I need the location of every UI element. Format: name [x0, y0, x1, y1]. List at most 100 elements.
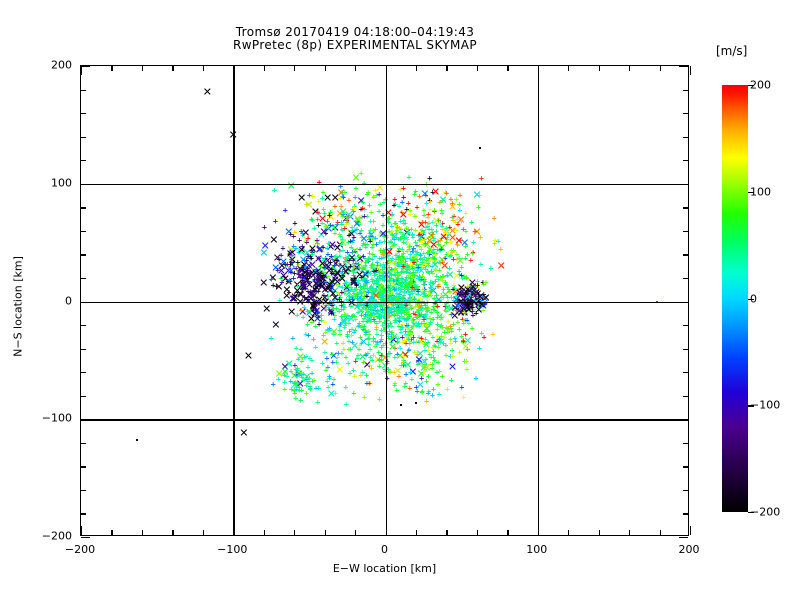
data-marker-cross: ✕	[474, 292, 484, 306]
data-marker-plus: +	[394, 311, 400, 320]
data-marker-plus: +	[346, 292, 353, 301]
data-marker-plus: +	[377, 200, 384, 209]
data-marker-plus: +	[379, 268, 385, 277]
data-marker-plus: +	[437, 219, 444, 228]
data-marker-plus: +	[443, 224, 450, 233]
data-marker-cross: ✕	[304, 306, 314, 320]
data-marker-plus: +	[409, 284, 416, 293]
data-marker-plus: +	[319, 219, 325, 228]
data-marker-plus: +	[445, 285, 452, 294]
y-tick	[81, 207, 86, 209]
data-marker-plus: +	[321, 209, 328, 218]
data-marker-plus: +	[391, 285, 398, 294]
data-marker-plus: +	[369, 289, 376, 297]
data-marker-plus: +	[360, 317, 367, 326]
data-marker-plus: +	[412, 238, 419, 247]
data-marker-plus: +	[417, 311, 424, 320]
data-marker-plus: +	[417, 311, 423, 320]
data-marker-plus: +	[369, 235, 376, 244]
data-marker-plus: +	[470, 238, 477, 247]
data-marker-plus: +	[312, 322, 319, 331]
x-tick-label: 100	[526, 543, 548, 556]
data-marker-plus: +	[413, 241, 420, 250]
data-marker-cross: ✕	[464, 303, 474, 317]
data-marker-plus: +	[407, 254, 413, 263]
data-marker-plus: +	[350, 263, 357, 272]
data-marker-plus: +	[331, 202, 338, 211]
data-marker-plus: +	[462, 209, 469, 217]
data-marker-cross: ✕	[277, 259, 287, 273]
x-tick	[568, 530, 570, 535]
data-marker-plus: +	[400, 358, 406, 367]
data-marker-plus: +	[393, 284, 400, 293]
y-tick	[683, 395, 688, 397]
data-marker-plus: +	[364, 317, 371, 326]
data-marker-plus: +	[367, 302, 374, 311]
data-marker-plus: +	[487, 264, 494, 273]
data-marker-cross: ✕	[369, 263, 379, 277]
data-marker-cross: ✕	[415, 347, 425, 361]
data-marker-cross: ✕	[353, 214, 363, 228]
data-marker-plus: +	[353, 323, 359, 332]
data-marker-cross: ✕	[327, 296, 337, 310]
y-tick	[81, 537, 90, 539]
data-marker-plus: +	[372, 286, 379, 295]
data-marker-plus: +	[388, 238, 395, 247]
data-marker-plus: +	[288, 385, 295, 394]
data-marker-plus: +	[444, 324, 451, 333]
data-marker-plus: +	[351, 204, 358, 213]
data-marker-plus: +	[434, 380, 441, 389]
data-marker-plus: +	[452, 292, 459, 301]
data-marker-plus: +	[344, 311, 351, 320]
data-marker-plus: +	[420, 312, 427, 321]
data-marker-plus: +	[404, 285, 411, 294]
data-marker-plus: +	[439, 272, 446, 281]
data-marker-cross: ✕	[457, 297, 467, 311]
data-marker-plus: +	[460, 316, 467, 325]
data-marker-cross: ✕	[304, 278, 314, 292]
data-marker-plus: +	[370, 351, 377, 360]
data-marker-plus: +	[365, 335, 372, 344]
data-marker-plus: +	[321, 264, 328, 273]
data-marker-plus: +	[437, 236, 444, 245]
data-marker-plus: +	[432, 255, 439, 264]
data-marker-plus: +	[367, 379, 374, 388]
data-marker-plus: +	[305, 379, 311, 388]
data-marker-plus: +	[410, 315, 417, 324]
data-marker-plus: +	[359, 241, 366, 250]
colorbar-gradient	[722, 85, 748, 512]
data-marker-plus: +	[370, 312, 377, 321]
data-marker-plus: +	[314, 269, 321, 278]
data-marker-plus: +	[442, 228, 449, 237]
data-marker-cross: ✕	[332, 267, 343, 281]
data-marker-plus: +	[276, 255, 282, 264]
data-marker-plus: +	[388, 293, 395, 302]
data-marker-plus: +	[463, 273, 470, 282]
data-marker-plus: +	[368, 305, 374, 314]
data-marker-plus: +	[409, 231, 416, 240]
data-marker-plus: +	[354, 264, 361, 273]
y-tick	[81, 348, 86, 350]
data-marker-plus: +	[403, 351, 410, 360]
data-marker-plus: +	[407, 368, 414, 377]
data-marker-cross: ✕	[280, 272, 290, 286]
data-marker-plus: +	[351, 276, 358, 285]
data-marker-plus: +	[418, 238, 425, 247]
data-marker-plus: +	[404, 289, 411, 298]
data-marker-plus: +	[358, 169, 365, 178]
data-marker-plus: +	[372, 234, 379, 243]
data-marker-plus: +	[302, 284, 309, 293]
data-marker-plus: +	[387, 286, 394, 295]
data-marker-plus: +	[375, 309, 382, 318]
data-marker-plus: +	[433, 249, 440, 258]
x-tick	[141, 530, 144, 535]
data-marker-plus: +	[329, 350, 335, 359]
data-marker-plus: +	[367, 226, 374, 235]
data-marker-plus: +	[425, 237, 432, 246]
data-marker-cross: ✕	[403, 358, 413, 372]
data-marker-plus: +	[369, 286, 375, 295]
data-marker-plus: +	[292, 365, 299, 374]
data-marker-plus: +	[417, 260, 423, 269]
data-marker-plus: +	[355, 276, 362, 285]
data-marker-plus: +	[426, 219, 432, 228]
